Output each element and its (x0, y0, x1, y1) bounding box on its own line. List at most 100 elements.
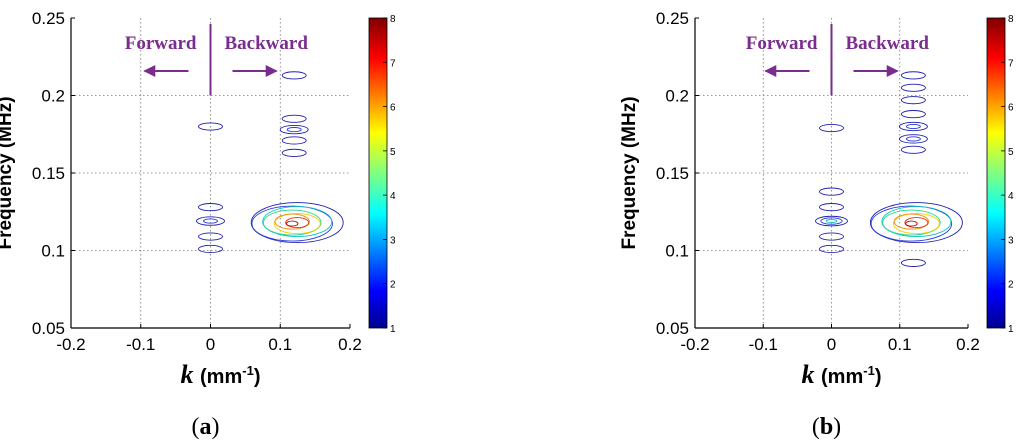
y-tick-label: 0.05 (32, 319, 65, 338)
x-axis-label-unit: (mm (821, 366, 863, 388)
contour-level (881, 206, 952, 238)
contour-level (281, 148, 307, 157)
x-axis-label-unit: (mm (200, 366, 242, 388)
y-tick-label: 0.05 (656, 319, 689, 338)
contour-blob (819, 187, 844, 196)
forward-label: Forward (125, 33, 197, 54)
contour-blob (196, 216, 225, 226)
contour-level (882, 209, 941, 236)
x-tick-label: 0 (206, 335, 215, 354)
colorbar-tick-label: 1 (1008, 324, 1014, 335)
contour-level (198, 203, 223, 212)
panel-label-close: ) (833, 414, 841, 440)
contour-level (900, 71, 926, 80)
y-tick-label: 0.25 (32, 9, 65, 28)
x-tick-label: 0 (827, 335, 836, 354)
contour-blob (819, 244, 844, 253)
panel-label: (a) (192, 414, 220, 440)
panel-label-letter: a (200, 414, 212, 440)
contour-blob (900, 96, 926, 105)
contour-level (281, 136, 307, 145)
contour-level (900, 83, 926, 92)
contour-level (819, 244, 844, 253)
panel-b: -0.2 -0.1 0 0.1 0.2 0.05 0.1 0.15 0.2 0.25 Frequen… (619, 9, 1014, 440)
contour-blob (900, 83, 926, 92)
panel-label-letter: b (820, 414, 833, 440)
x-axis-label: k (mm-1) (181, 360, 261, 389)
colorbar-tick-label: 5 (1008, 147, 1014, 158)
y-tick-label: 0.2 (41, 87, 65, 106)
contour-blob (281, 71, 307, 80)
colorbar-tick-label: 8 (390, 14, 396, 25)
y-axis-label: Frequency (MHz) (0, 96, 16, 249)
contour-level (281, 114, 307, 123)
contour-level (892, 213, 940, 235)
colorbar (986, 17, 1006, 329)
y-tick-label: 0.15 (656, 164, 689, 183)
x-tick-label: 0.1 (268, 335, 292, 354)
colorbar-tick-label: 3 (390, 235, 396, 246)
colorbar-tick-label: 2 (1008, 280, 1014, 291)
colorbar-tick-label: 1 (390, 324, 396, 335)
colorbar-tick-label: 2 (390, 280, 396, 291)
contour-level (900, 110, 926, 119)
contour-level (262, 206, 333, 238)
contour-level (263, 209, 322, 236)
contour-blob (819, 124, 844, 133)
colorbar-tick-label: 6 (390, 103, 396, 114)
contour-blob (900, 110, 926, 119)
contour-level (819, 187, 844, 196)
y-tick-label: 0.2 (665, 87, 689, 106)
contour-blob (819, 203, 844, 212)
contour-blob (900, 145, 926, 154)
x-axis-label: k (mm-1) (802, 360, 882, 389)
contour-level (900, 96, 926, 105)
contour-level (285, 217, 310, 229)
contour-blob (198, 232, 223, 241)
contour-blob (198, 122, 223, 131)
contour-blob (900, 258, 926, 267)
contour-level (898, 121, 928, 132)
contour-level (870, 205, 953, 242)
contour-blob (815, 215, 848, 227)
contour-level (279, 124, 309, 135)
colorbar-tick-label: 8 (1008, 14, 1014, 25)
colorbar-tick-label: 7 (1008, 58, 1014, 69)
contour-blob (281, 114, 307, 123)
contour-level (819, 232, 844, 241)
contour-blob (198, 203, 223, 212)
contour-level (905, 123, 921, 130)
backward-label: Backward (846, 33, 930, 54)
contour-blob (279, 124, 309, 135)
contour-level (251, 205, 333, 242)
contour-level (820, 217, 843, 225)
contour-level (196, 216, 225, 226)
contour-blob (869, 202, 963, 244)
contour-level (904, 217, 929, 229)
x-axis-label-exp: -1 (863, 363, 875, 378)
contour-blob (281, 148, 307, 157)
forward-label: Forward (746, 33, 818, 54)
contour-blob (198, 244, 223, 253)
contour-level (905, 220, 918, 227)
y-tick-label: 0.15 (32, 164, 65, 183)
panel-label-open: ( (192, 414, 200, 440)
contour-level (198, 244, 223, 253)
contour-level (893, 213, 930, 230)
colorbar-tick-label: 7 (390, 58, 396, 69)
contour-level (198, 232, 223, 241)
x-tick-label: 0.2 (956, 335, 980, 354)
contour-level (281, 71, 307, 80)
contour-level (900, 145, 926, 154)
x-axis-label-var: k (802, 360, 822, 389)
contour-level (898, 134, 928, 144)
colorbar-tick-label: 5 (390, 147, 396, 158)
contour-blob (900, 71, 926, 80)
contour-level (869, 202, 963, 244)
x-tick-label: -0.2 (680, 335, 709, 354)
contour-blob (898, 121, 928, 132)
contour-blob (819, 232, 844, 241)
contour-level (825, 218, 838, 224)
contour-level (250, 202, 344, 244)
